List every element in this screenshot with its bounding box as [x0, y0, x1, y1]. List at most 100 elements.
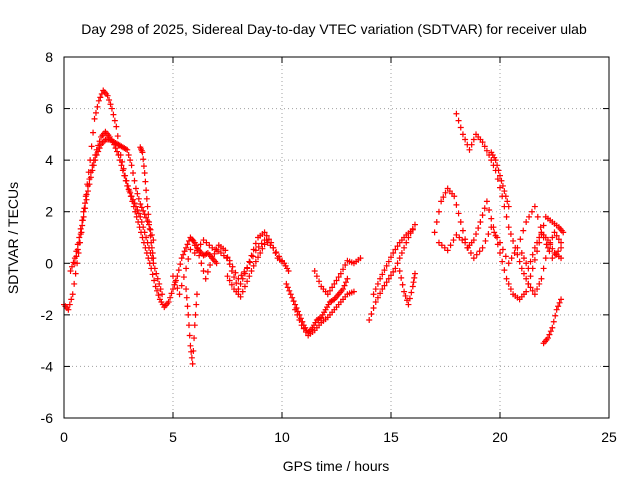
data-point: [142, 178, 149, 185]
data-point: [79, 222, 86, 229]
data-point: [514, 251, 521, 258]
data-point: [80, 213, 87, 220]
data-point: [392, 265, 399, 272]
data-point: [198, 260, 205, 267]
data-point: [494, 176, 501, 183]
data-point: [244, 265, 251, 272]
data-point: [146, 225, 153, 232]
data-point: [248, 268, 255, 275]
data-point: [107, 101, 114, 108]
data-point: [455, 210, 462, 217]
data-point: [526, 213, 533, 220]
data-point: [298, 322, 305, 329]
data-point: [255, 254, 262, 261]
data-point: [149, 249, 156, 256]
data-point: [505, 260, 512, 267]
data-point: [553, 232, 560, 239]
data-point: [185, 311, 192, 318]
data-point: [385, 258, 392, 265]
data-point: [550, 318, 557, 325]
plot-frame: [63, 56, 610, 419]
data-point: [503, 275, 510, 282]
data-point: [131, 177, 138, 184]
data-point: [130, 196, 137, 203]
data-point: [178, 255, 185, 262]
data-point: [357, 255, 364, 262]
data-point: [186, 332, 193, 339]
data-point: [287, 291, 294, 298]
data-point: [473, 251, 480, 258]
data-point: [410, 279, 417, 286]
data-point: [497, 172, 503, 179]
data-point: [247, 259, 254, 266]
data-point: [224, 273, 231, 280]
data-point: [90, 129, 97, 136]
data-point: [118, 162, 125, 169]
data-point: [148, 244, 155, 251]
data-point: [90, 162, 97, 169]
data-point: [390, 268, 397, 275]
data-point: [528, 208, 535, 215]
data-point: [191, 335, 198, 342]
data-point: [83, 191, 90, 198]
data-point: [505, 280, 512, 287]
data-point: [470, 237, 477, 244]
data-point: [520, 270, 527, 277]
data-point: [383, 262, 390, 269]
data-point: [232, 269, 239, 276]
data-point: [333, 277, 340, 284]
data-point: [498, 177, 505, 184]
data-point: [202, 275, 209, 282]
data-point: [296, 317, 303, 324]
data-point: [510, 237, 517, 244]
data-point: [250, 262, 257, 269]
data-point: [276, 253, 283, 260]
data-point: [457, 219, 464, 226]
data-point: [450, 237, 457, 244]
data-point: [66, 301, 73, 308]
series-track-7: [191, 237, 285, 282]
data-point: [259, 245, 266, 252]
data-point: [388, 254, 394, 261]
data-point: [488, 224, 495, 231]
data-point: [331, 280, 338, 287]
data-point: [316, 278, 323, 285]
data-point: [237, 293, 244, 300]
x-tick-label: 25: [601, 429, 617, 445]
data-point: [311, 268, 318, 275]
data-point: [93, 151, 100, 158]
data-point: [551, 229, 558, 236]
data-point: [153, 270, 160, 277]
data-point: [183, 244, 190, 251]
data-point: [447, 242, 454, 249]
data-point: [82, 200, 89, 207]
data-point: [150, 255, 157, 262]
data-point: [344, 275, 351, 282]
data-point: [459, 131, 466, 138]
data-point: [189, 360, 196, 367]
data-point: [544, 335, 551, 342]
x-tick-label: 5: [169, 429, 177, 445]
data-point: [244, 278, 251, 285]
data-point: [374, 294, 381, 301]
data-point: [462, 136, 469, 143]
data-point: [181, 248, 188, 255]
data-point: [79, 217, 86, 224]
data-point: [555, 236, 562, 243]
data-point: [89, 167, 96, 174]
data-point: [132, 203, 139, 210]
data-point: [501, 267, 508, 274]
y-axis-label: SDTVAR / TECUs: [5, 182, 21, 294]
data-point: [92, 109, 99, 116]
data-point: [558, 296, 565, 303]
data-point: [73, 253, 80, 260]
data-point: [411, 270, 418, 277]
data-point: [184, 303, 191, 310]
data-point: [372, 286, 379, 293]
data-point: [141, 229, 148, 236]
data-point: [156, 280, 163, 287]
data-point: [558, 239, 565, 246]
data-point: [459, 227, 466, 234]
data-point: [71, 260, 78, 267]
data-point: [394, 243, 401, 250]
